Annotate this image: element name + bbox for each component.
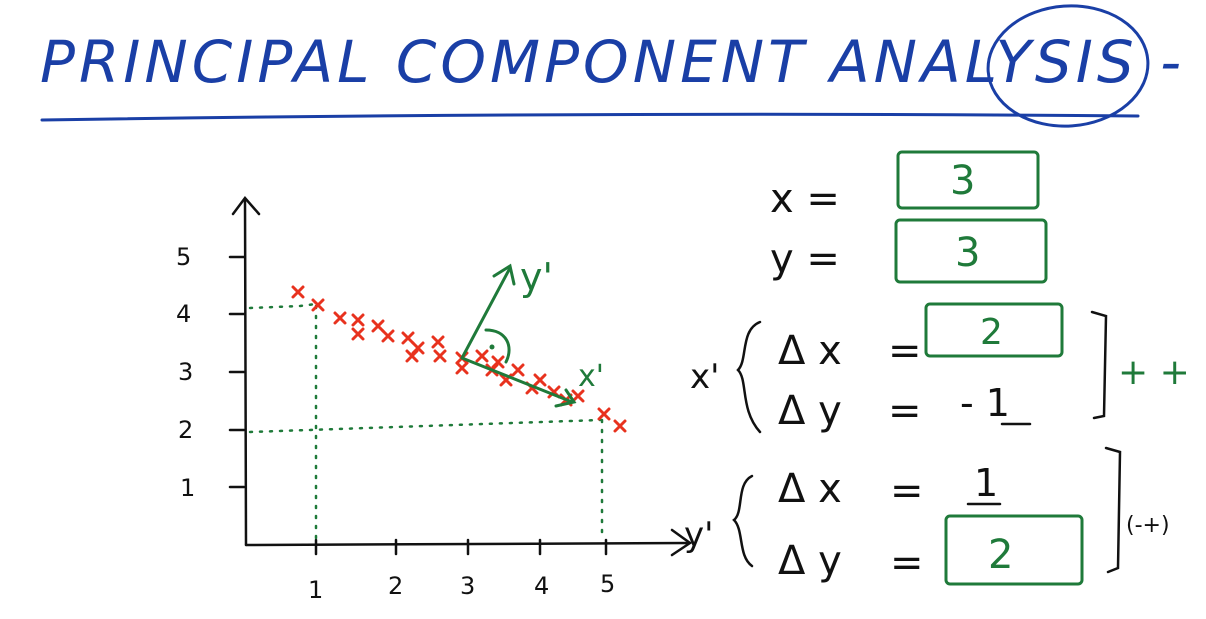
dy-equals: = <box>888 388 922 434</box>
dx-equals: = <box>888 328 922 374</box>
x-tick-label: 5 <box>600 570 615 598</box>
y-prime-right-bracket <box>1104 446 1122 574</box>
x-value-box <box>896 150 1040 210</box>
data-point-mark <box>291 285 305 299</box>
data-points <box>291 285 627 433</box>
x-tick-label: 2 <box>388 572 403 600</box>
x-prime-label: x' <box>578 359 604 394</box>
dy-label-yprime: Δ y <box>778 538 842 584</box>
data-point-mark <box>405 349 419 363</box>
data-point-mark <box>455 361 469 375</box>
dy-label: Δ y <box>778 388 842 434</box>
y-tick-label: 5 <box>176 243 191 271</box>
dx-label-yprime: Δ x <box>778 466 842 512</box>
y-value-box <box>894 218 1048 284</box>
data-point-mark <box>511 363 525 377</box>
pca-circle <box>986 4 1150 128</box>
data-point-mark <box>433 349 447 363</box>
right-angle-dot <box>489 344 495 350</box>
y-tick-marks <box>228 255 246 489</box>
y-prime-label: y' <box>520 255 553 299</box>
dy-xprime-value: - 1 <box>960 381 1010 425</box>
dy-equals-yprime: = <box>890 540 924 586</box>
guide-line-y4 <box>248 302 318 310</box>
data-point-mark <box>351 327 365 341</box>
y-tick-label: 4 <box>176 300 191 328</box>
data-point-mark <box>333 311 347 325</box>
y-prime-prefix: y' <box>684 515 713 555</box>
x-equals-label: x = <box>770 176 840 222</box>
basis-vectors <box>460 263 577 408</box>
data-point-mark <box>431 335 445 349</box>
chart-axes <box>228 196 693 557</box>
data-point-mark <box>571 389 585 403</box>
dx-label: Δ x <box>778 328 842 374</box>
x-value: 3 <box>950 158 975 204</box>
guide-line-y2 <box>248 418 602 434</box>
y-equals-label: y = <box>770 236 840 282</box>
x-tick-label: 4 <box>534 572 549 600</box>
x-prime-vector <box>460 356 574 404</box>
title-underline <box>40 112 1140 122</box>
x-prime-note: + + <box>1118 352 1190 393</box>
x-prime-brace <box>736 320 762 434</box>
data-point-mark <box>401 331 415 345</box>
x-prime-right-bracket <box>1090 310 1108 420</box>
right-angle-arc <box>484 328 511 364</box>
x-axis-arrow <box>670 528 693 557</box>
dy-yprime-box <box>944 514 1084 586</box>
x-prime-arrowhead <box>554 388 577 408</box>
dx-xprime-box <box>924 302 1064 358</box>
y-prime-vector <box>460 266 512 360</box>
dx-yprime-value: 1 <box>974 461 998 505</box>
data-point-mark <box>475 349 489 363</box>
dy-yprime-value: 2 <box>988 532 1013 578</box>
data-point-mark <box>613 419 627 433</box>
y-tick-label: 2 <box>178 416 193 444</box>
data-point-mark <box>371 319 385 333</box>
page-title: PRINCIPAL COMPONENT ANALYSIS - PCA <box>40 28 1206 96</box>
data-point-mark <box>311 298 325 312</box>
dx-equals-yprime: = <box>890 468 924 514</box>
x-tick-label: 3 <box>460 572 475 600</box>
y-axis-arrow <box>231 196 261 216</box>
data-point-mark <box>381 329 395 343</box>
y-value: 3 <box>955 230 980 276</box>
x-tick-marks <box>314 538 608 556</box>
y-prime-note: (-+) <box>1126 513 1170 538</box>
x-prime-prefix: x' <box>690 357 719 397</box>
y-axis-line <box>243 198 248 547</box>
y-prime-brace <box>732 474 754 568</box>
dx-xprime-value: 2 <box>980 312 1003 353</box>
y-tick-label: 1 <box>180 474 195 502</box>
data-point-mark <box>597 407 611 421</box>
x-tick-label: 1 <box>308 576 323 604</box>
data-point-mark <box>351 313 365 327</box>
guide-lines <box>248 302 604 542</box>
y-tick-label: 3 <box>178 358 193 386</box>
y-prime-arrowhead <box>492 263 516 286</box>
